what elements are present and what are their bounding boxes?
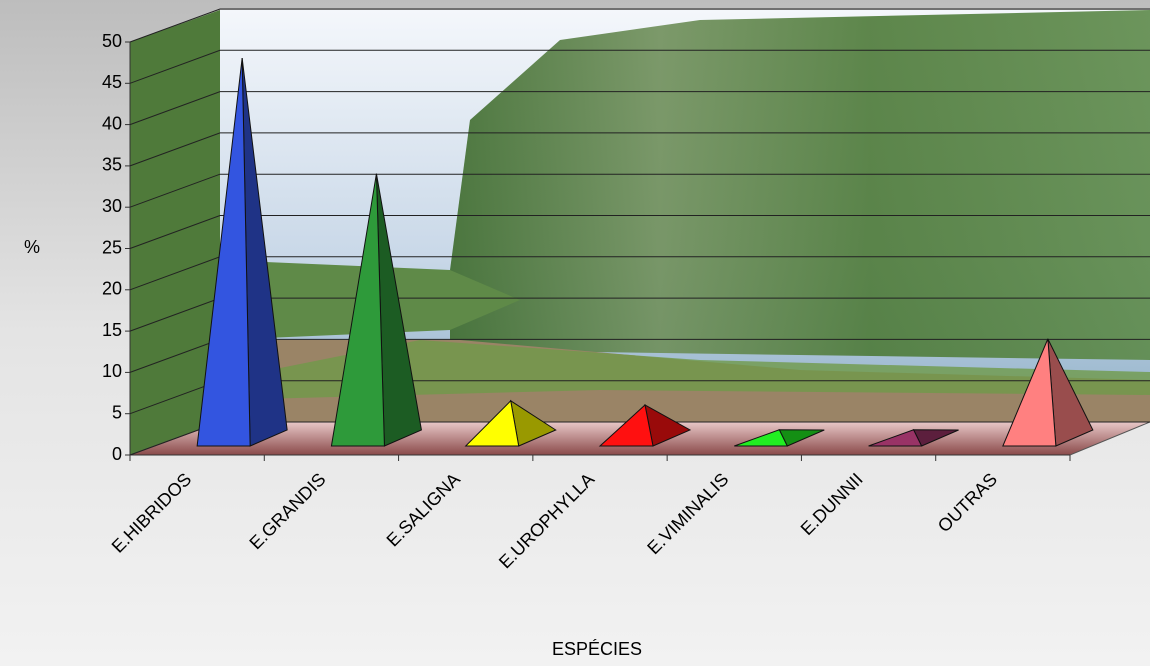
y-tick-label: 25 <box>102 237 122 257</box>
pyramid <box>330 173 422 447</box>
pyramid-face <box>330 173 385 447</box>
grid-line <box>129 49 1150 84</box>
y-tick-label: 30 <box>102 196 122 216</box>
grid-line <box>129 132 1150 167</box>
pyramid-face <box>196 57 251 447</box>
pyramid <box>734 429 825 447</box>
pyramid <box>868 429 959 447</box>
pyramid-face <box>734 429 789 447</box>
pyramid <box>598 403 692 447</box>
y-tick-label: 15 <box>102 320 122 340</box>
photo-backdrop <box>130 10 1150 455</box>
y-tick-label: 50 <box>102 31 122 51</box>
pyramid-face <box>464 399 520 447</box>
grid-line <box>129 173 1150 208</box>
pyramid-face <box>868 429 923 447</box>
y-tick-label: 5 <box>112 402 122 422</box>
y-tick-label: 35 <box>102 155 122 175</box>
grid-line <box>129 215 1150 249</box>
pyramid <box>1002 338 1094 447</box>
pyramid-face <box>1002 338 1057 447</box>
grid-line <box>129 91 1150 126</box>
pyramid-face <box>598 403 654 447</box>
pyramid <box>464 399 557 447</box>
y-axis-title: % <box>24 237 40 257</box>
y-tick-label: 0 <box>112 444 122 464</box>
y-tick-label: 20 <box>102 279 122 299</box>
y-tick-label: 10 <box>102 361 122 381</box>
pyramid <box>196 57 288 447</box>
y-tick-label: 40 <box>102 113 122 133</box>
y-tick-label: 45 <box>102 72 122 92</box>
grid-line <box>129 8 1150 43</box>
x-axis-title: ESPÉCIES <box>552 639 642 659</box>
